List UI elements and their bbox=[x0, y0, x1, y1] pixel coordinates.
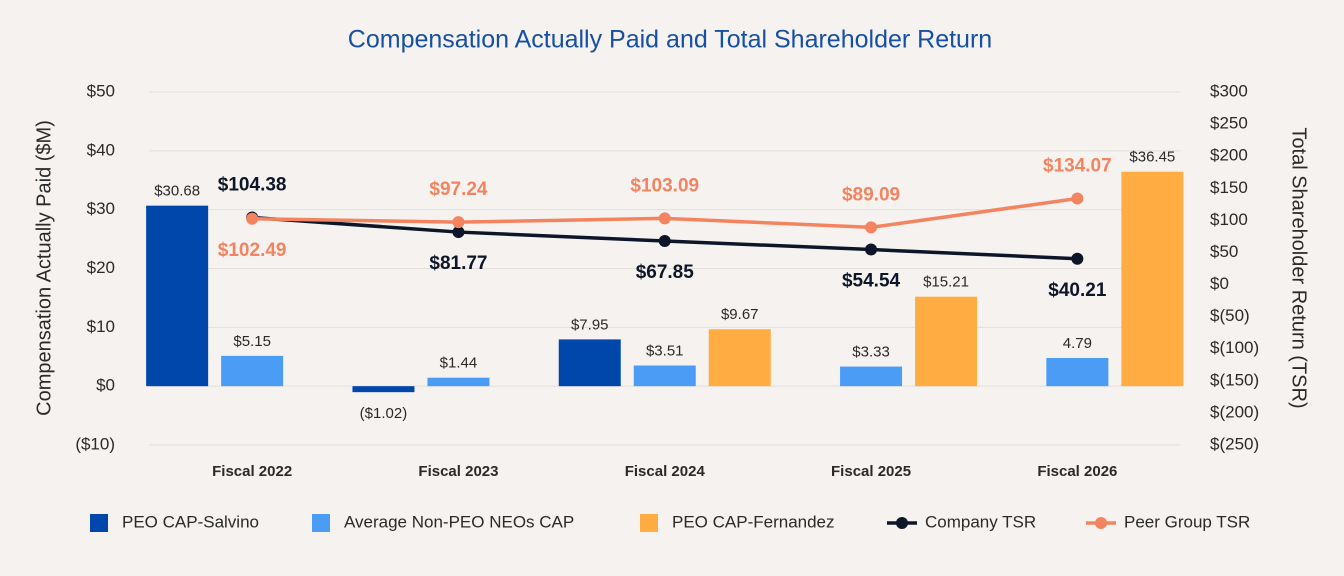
line-value-label: $103.09 bbox=[630, 175, 699, 196]
bar bbox=[915, 296, 978, 387]
bar bbox=[633, 365, 696, 387]
line-point bbox=[865, 243, 878, 256]
legend-swatch bbox=[640, 514, 658, 532]
line-point bbox=[1071, 252, 1084, 265]
y2-tick-label: $0 bbox=[1210, 274, 1229, 293]
legend-swatch bbox=[90, 514, 108, 532]
line-value-label: $40.21 bbox=[1048, 280, 1107, 301]
line-value-label: $81.77 bbox=[429, 253, 487, 274]
legend-marker bbox=[1095, 517, 1107, 529]
legend-label: Company TSR bbox=[925, 512, 1036, 531]
bar bbox=[1121, 171, 1184, 387]
bar-value-label: $9.67 bbox=[721, 306, 759, 323]
bar-value-label: $30.68 bbox=[154, 183, 200, 200]
bar bbox=[840, 366, 903, 387]
chart-title: Compensation Actually Paid and Total Sha… bbox=[348, 26, 992, 54]
x-tick-label: Fiscal 2023 bbox=[418, 463, 498, 480]
y-tick-label: $20 bbox=[87, 258, 115, 277]
y-tick-label: $10 bbox=[87, 317, 115, 336]
bar bbox=[221, 355, 284, 387]
legend-label: PEO CAP-Salvino bbox=[122, 512, 259, 531]
line-value-label: $134.07 bbox=[1043, 156, 1112, 177]
line-point bbox=[452, 226, 465, 239]
bar bbox=[427, 377, 490, 387]
y-axis-title: Compensation Actually Paid ($M) bbox=[33, 120, 55, 416]
x-tick-label: Fiscal 2024 bbox=[625, 463, 706, 480]
y2-tick-label: $300 bbox=[1210, 81, 1248, 100]
line-point bbox=[246, 212, 259, 225]
line-value-label: $102.49 bbox=[218, 240, 287, 261]
x-tick-label: Fiscal 2025 bbox=[831, 463, 911, 480]
y2-tick-label: $150 bbox=[1210, 178, 1248, 197]
legend-swatch bbox=[312, 514, 330, 532]
line-value-label: $89.09 bbox=[842, 184, 900, 205]
bar bbox=[708, 329, 771, 387]
line-value-label: $104.38 bbox=[218, 175, 287, 196]
y2-tick-label: $(50) bbox=[1210, 306, 1250, 325]
legend-label: Peer Group TSR bbox=[1124, 512, 1250, 531]
bar-value-label: $1.44 bbox=[440, 355, 478, 372]
line-value-label: $97.24 bbox=[429, 179, 488, 200]
y-tick-label: $40 bbox=[87, 140, 115, 159]
y2-tick-label: $50 bbox=[1210, 242, 1238, 261]
y2-tick-label: $(250) bbox=[1210, 434, 1259, 453]
x-tick-label: Fiscal 2022 bbox=[212, 463, 292, 480]
line-point bbox=[658, 234, 671, 247]
line-point bbox=[658, 212, 671, 225]
line-value-label: $54.54 bbox=[842, 271, 901, 292]
y-tick-label: $0 bbox=[96, 376, 115, 395]
bar bbox=[1046, 357, 1109, 387]
y2-tick-label: $(200) bbox=[1210, 402, 1259, 421]
y-tick-label: $50 bbox=[87, 81, 115, 100]
bar-value-label: 4.79 bbox=[1063, 335, 1092, 352]
line-point bbox=[865, 221, 878, 234]
bar bbox=[558, 339, 621, 387]
bar-value-label: ($1.02) bbox=[360, 405, 408, 422]
line-point bbox=[452, 216, 465, 229]
line-point bbox=[1071, 192, 1084, 205]
bar-value-label: $15.21 bbox=[923, 274, 969, 291]
y2-tick-label: $200 bbox=[1210, 146, 1248, 165]
y-tick-label: ($10) bbox=[75, 434, 115, 453]
bar-value-label: $5.15 bbox=[233, 333, 271, 350]
y2-tick-label: $250 bbox=[1210, 114, 1248, 133]
y2-tick-label: $(100) bbox=[1210, 338, 1259, 357]
y2-axis-title: Total Shareholder Return (TSR) bbox=[1288, 127, 1310, 408]
bar-value-label: $7.95 bbox=[571, 316, 609, 333]
bar-value-label: $3.33 bbox=[852, 344, 890, 361]
bar-value-label: $3.51 bbox=[646, 342, 684, 359]
y2-tick-label: $100 bbox=[1210, 210, 1248, 229]
bar bbox=[352, 386, 415, 393]
y2-tick-label: $(150) bbox=[1210, 370, 1259, 389]
legend-label: PEO CAP-Fernandez bbox=[672, 512, 835, 531]
legend-label: Average Non-PEO NEOs CAP bbox=[344, 512, 574, 531]
bar-value-label: $36.45 bbox=[1129, 149, 1175, 166]
y-tick-label: $30 bbox=[87, 199, 115, 218]
x-tick-label: Fiscal 2026 bbox=[1037, 463, 1117, 480]
legend-marker bbox=[896, 517, 908, 529]
line-value-label: $67.85 bbox=[636, 262, 695, 283]
bar bbox=[146, 205, 209, 387]
